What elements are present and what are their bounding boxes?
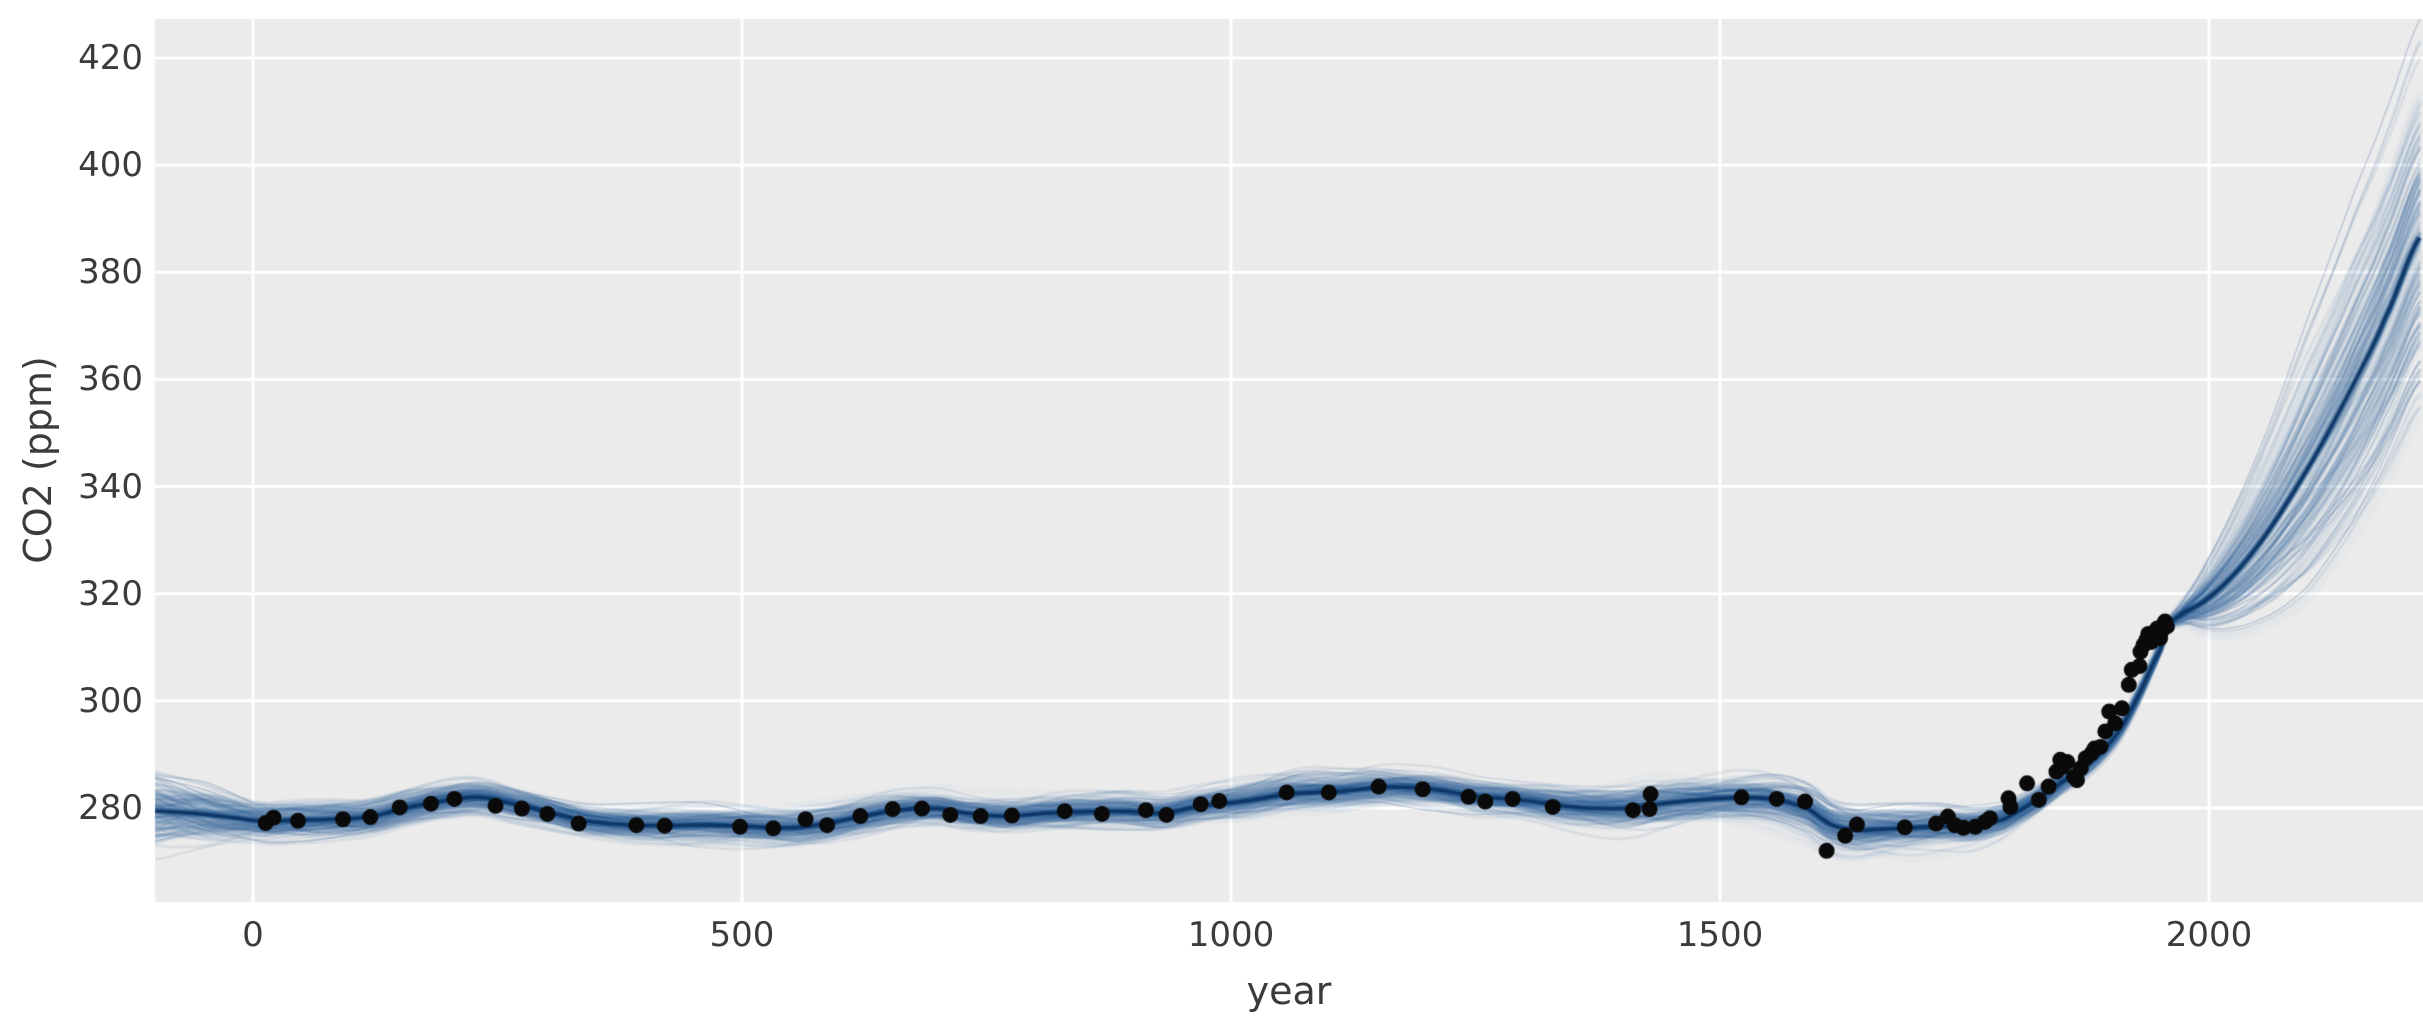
y-tick-label: 360 (78, 359, 143, 400)
y-axis-label: CO2 (ppm) (16, 356, 60, 564)
x-axis-label: year (1246, 969, 1332, 1013)
y-tick-label: 280 (78, 788, 143, 828)
x-tick-label: 0 (242, 915, 264, 955)
y-tick-label: 340 (78, 466, 143, 507)
y-tick-label: 380 (78, 252, 143, 293)
x-tick-label: 1000 (1187, 915, 1275, 955)
y-tick-label: 400 (78, 145, 143, 186)
y-tick-label: 420 (78, 38, 143, 79)
x-tick-label: 2000 (2165, 915, 2253, 955)
y-tick-label: 300 (78, 680, 143, 721)
y-tick-label: 320 (78, 573, 143, 614)
x-tick-label: 500 (709, 915, 775, 955)
x-tick-label: 1500 (1676, 915, 1764, 955)
